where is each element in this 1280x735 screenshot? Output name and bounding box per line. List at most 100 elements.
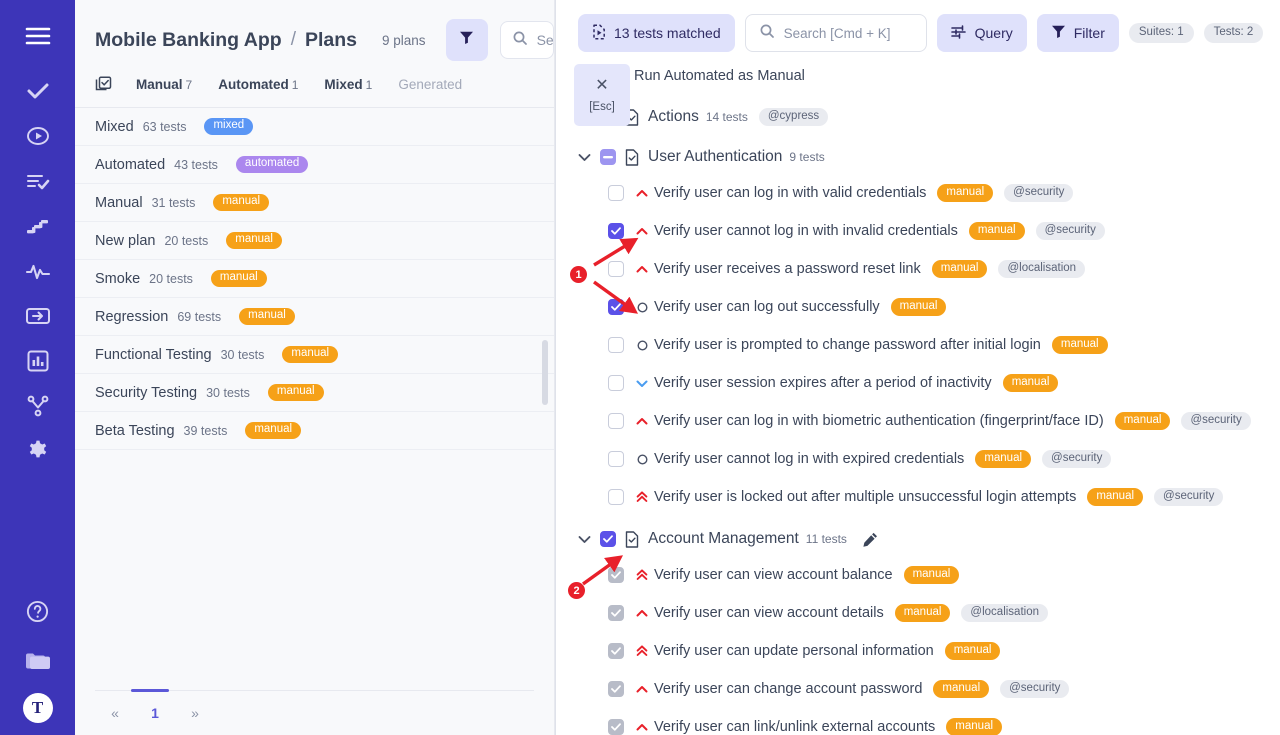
test-row[interactable]: Verify user can update personal informat… (556, 632, 1280, 670)
activity-pulse-icon[interactable] (16, 249, 60, 293)
tests-matched-button[interactable]: 13 tests matched (578, 14, 735, 52)
test-row[interactable]: Verify user is prompted to change passwo… (556, 326, 1280, 364)
test-checkbox[interactable] (608, 337, 624, 353)
suite-checkbox[interactable] (600, 531, 616, 547)
help-circle-icon[interactable] (16, 589, 60, 633)
test-row[interactable]: Verify user cannot log in with expired c… (556, 440, 1280, 478)
close-panel-button[interactable]: ✕ [Esc] (574, 64, 630, 126)
test-row[interactable]: Verify user can view account details man… (556, 594, 1280, 632)
plan-row[interactable]: New plan 20 tests manual (75, 222, 554, 260)
test-checkbox[interactable] (608, 605, 624, 621)
filter-button[interactable]: Filter (1036, 14, 1119, 52)
query-button[interactable]: Query (936, 14, 1027, 52)
test-name: Verify user can change account password (654, 681, 923, 697)
tab-automated[interactable]: Automated 1 (205, 77, 311, 92)
test-tag: @security (1035, 221, 1105, 241)
test-checkbox[interactable] (608, 681, 624, 697)
test-checkbox[interactable] (608, 567, 624, 583)
plan-row[interactable]: Security Testing 30 tests manual (75, 374, 554, 412)
tab-generated[interactable]: Generated (385, 77, 475, 92)
test-row[interactable]: Verify user cannot log in with invalid c… (556, 212, 1280, 250)
plan-row[interactable]: Manual 31 tests manual (75, 184, 554, 222)
plan-row[interactable]: Mixed 63 tests mixed (75, 108, 554, 146)
test-name: Verify user is locked out after multiple… (654, 489, 1077, 505)
tab-manual[interactable]: Manual 7 (123, 77, 205, 92)
plan-test-count: 20 tests (149, 271, 193, 286)
plan-test-count: 20 tests (164, 233, 209, 248)
test-name: Verify user cannot log in with invalid c… (654, 223, 958, 239)
tab-manual-count: 7 (185, 78, 193, 92)
test-row[interactable]: Verify user can view account balance man… (556, 556, 1280, 594)
annotation-marker-1: 1 (570, 266, 587, 283)
test-checkbox[interactable] (608, 489, 624, 505)
chevron-down-icon[interactable] (578, 535, 600, 544)
suite-row-account-management[interactable]: Account Management 11 tests (556, 522, 1280, 556)
check-icon[interactable] (16, 69, 60, 113)
plans-search-input[interactable]: Search (499, 21, 554, 59)
suite-tree: Actions 14 tests @cypress User Authentic… (556, 86, 1280, 735)
priority-high-icon (633, 417, 651, 426)
test-checkbox[interactable] (608, 375, 624, 391)
test-row[interactable]: Verify user can log in with valid creden… (556, 174, 1280, 212)
test-checkbox[interactable] (608, 223, 624, 239)
test-row[interactable]: Verify user can change account password … (556, 670, 1280, 708)
list-check-icon[interactable] (16, 159, 60, 203)
plan-row[interactable]: Automated 43 tests automated (75, 146, 554, 184)
plan-row[interactable]: Regression 69 tests manual (75, 298, 554, 336)
suite-row-user-authentication[interactable]: User Authentication 9 tests (556, 140, 1280, 174)
play-circle-icon[interactable] (16, 114, 60, 158)
plans-tabs: Manual 7 Automated 1 Mixed 1 Generated (75, 62, 554, 108)
test-checkbox[interactable] (608, 451, 624, 467)
test-row[interactable]: Verify user session expires after a peri… (556, 364, 1280, 402)
suite-checkbox[interactable] (600, 149, 616, 165)
steps-icon[interactable] (16, 204, 60, 248)
edit-pencil-icon[interactable] (863, 532, 878, 547)
pagination: « 1 » (75, 689, 554, 735)
test-checkbox[interactable] (608, 413, 624, 429)
test-type-badge: manual (1087, 487, 1144, 507)
gear-icon[interactable] (16, 429, 60, 473)
suite-test-count: 11 tests (805, 532, 847, 546)
rail-icon-group (16, 0, 60, 473)
app-logo[interactable]: T (22, 693, 53, 723)
test-tag: @localisation (961, 603, 1048, 623)
test-row[interactable]: Verify user is locked out after multiple… (556, 478, 1280, 516)
page-title: Plans (304, 28, 358, 51)
tree-search-placeholder: Search [Cmd + K] (783, 25, 891, 41)
plans-scrollbar[interactable] (542, 340, 548, 405)
tab-mixed[interactable]: Mixed 1 (311, 77, 385, 92)
plan-test-count: 63 tests (142, 119, 187, 134)
pagination-divider (95, 689, 534, 692)
branch-icon[interactable] (16, 384, 60, 428)
test-row[interactable]: Verify user can log out successfully man… (556, 288, 1280, 326)
login-arrow-icon[interactable] (16, 294, 60, 338)
pagination-next-button[interactable]: » (191, 705, 199, 721)
test-row[interactable]: Verify user can log in with biometric au… (556, 402, 1280, 440)
priority-high-icon (633, 609, 651, 618)
chevron-down-icon[interactable] (578, 153, 600, 162)
pagination-prev-button[interactable]: « (111, 705, 119, 721)
hamburger-menu-icon[interactable] (16, 14, 60, 58)
plan-row[interactable]: Functional Testing 30 tests manual (75, 336, 554, 374)
test-type-badge: manual (944, 641, 1001, 661)
folder-icon[interactable] (16, 638, 60, 682)
test-checkbox[interactable] (608, 299, 624, 315)
test-checkbox[interactable] (608, 185, 624, 201)
test-checkbox[interactable] (608, 261, 624, 277)
test-type-badge: manual (933, 679, 990, 699)
test-type-badge: manual (931, 259, 988, 279)
breadcrumb-project[interactable]: Mobile Banking App (95, 28, 282, 51)
test-row[interactable]: Verify user receives a password reset li… (556, 250, 1280, 288)
bar-chart-icon[interactable] (16, 339, 60, 383)
suite-row-actions[interactable]: Actions 14 tests @cypress (556, 100, 1280, 134)
pagination-page-1[interactable]: 1 (151, 705, 159, 721)
test-checkbox[interactable] (608, 719, 624, 735)
test-checkbox[interactable] (608, 643, 624, 659)
plan-type-badge: manual (210, 269, 267, 288)
plan-row[interactable]: Beta Testing 39 tests manual (75, 412, 554, 450)
plans-filter-button[interactable] (445, 19, 488, 61)
select-all-checkbox-icon[interactable] (95, 76, 123, 93)
plan-row[interactable]: Smoke 20 tests manual (75, 260, 554, 298)
tree-search-input[interactable]: Search [Cmd + K] (744, 14, 927, 52)
test-row[interactable]: Verify user can link/unlink external acc… (556, 708, 1280, 735)
